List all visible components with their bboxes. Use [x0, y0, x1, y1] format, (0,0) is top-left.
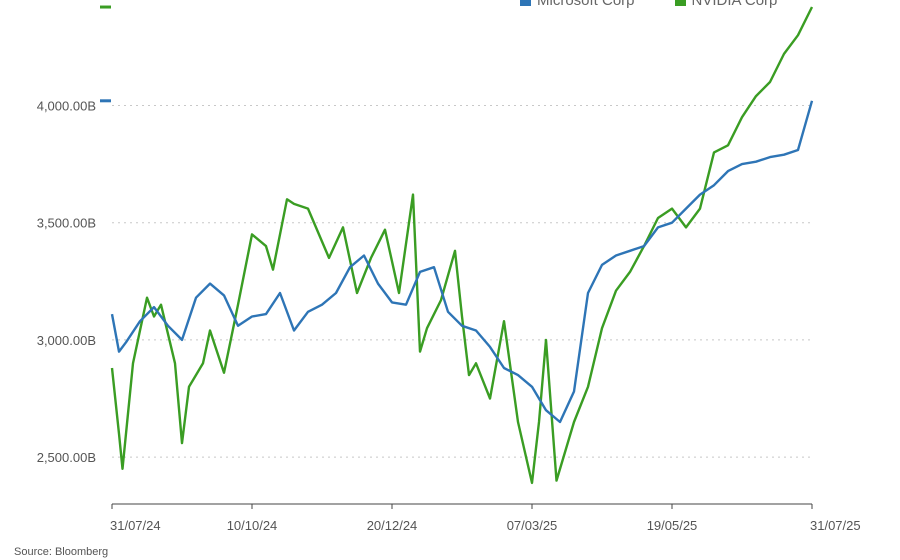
x-tick-label-5: 31/07/25	[810, 518, 861, 533]
x-tick-label-4: 19/05/25	[647, 518, 698, 533]
legend-label-microsoft: Microsoft Corp	[537, 0, 635, 9]
x-tick-label-0: 31/07/24	[110, 518, 161, 533]
source-note: Source: Bloomberg	[14, 546, 109, 558]
legend: Microsoft Corp NVIDIA Corp	[520, 0, 777, 9]
y-tick-label-3: 4,000.00B	[37, 98, 96, 113]
x-tick-label-2: 20/12/24	[367, 518, 418, 533]
legend-swatch-microsoft	[520, 0, 531, 6]
last-value-markers	[100, 5, 111, 103]
x-tick-label-1: 10/10/24	[227, 518, 278, 533]
series-line-microsoft-corp	[110, 100, 814, 424]
y-tick-label-2: 3,500.00B	[37, 216, 96, 231]
y-axis: 2,500.00B 3,000.00B 3,500.00B 4,000.00B	[37, 98, 96, 465]
x-tick-label-3: 07/03/25	[507, 518, 558, 533]
legend-label-nvidia: NVIDIA Corp	[691, 0, 778, 9]
x-axis: 31/07/24 10/10/24 20/12/24 07/03/25 19/05/25…	[110, 504, 861, 533]
grid-lines	[112, 104, 812, 505]
y-tick-label-1: 3,000.00B	[37, 333, 96, 348]
legend-swatch-nvidia	[674, 0, 686, 6]
legend-item-nvidia[interactable]: NVIDIA Corp	[674, 0, 778, 9]
y-tick-label-0: 2,500.00B	[37, 450, 96, 465]
series-line-nvidia-corp	[110, 6, 814, 485]
series-group	[110, 6, 814, 485]
legend-item-microsoft[interactable]: Microsoft Corp	[520, 0, 635, 9]
